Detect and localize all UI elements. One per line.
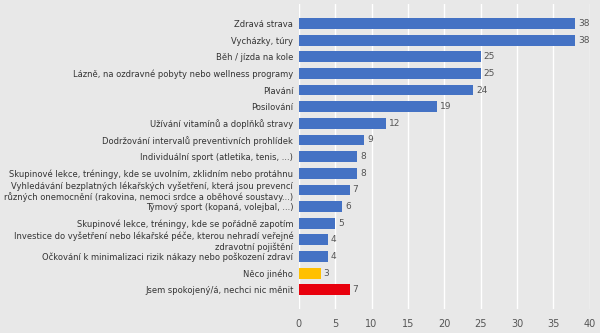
Text: 3: 3 [323,269,329,278]
Text: 38: 38 [578,36,590,45]
Bar [299,201,343,212]
Text: 4: 4 [331,235,337,244]
Bar [299,251,328,262]
Text: 25: 25 [484,52,495,61]
Bar [299,51,481,62]
Bar [299,135,364,146]
Bar [299,268,320,279]
Text: 12: 12 [389,119,400,128]
Text: 4: 4 [331,252,337,261]
Bar [299,18,575,29]
Text: 6: 6 [346,202,351,211]
Bar [299,168,357,179]
Bar [299,35,575,46]
Bar [299,101,437,112]
Text: 24: 24 [476,86,488,95]
Text: 8: 8 [360,169,365,178]
Text: 5: 5 [338,219,344,228]
Text: 7: 7 [353,285,358,294]
Bar [299,118,386,129]
Text: 25: 25 [484,69,495,78]
Bar [299,234,328,245]
Bar [299,284,350,295]
Bar [299,151,357,162]
Text: 9: 9 [367,136,373,145]
Text: 7: 7 [353,185,358,194]
Bar [299,218,335,229]
Bar [299,85,473,96]
Text: 19: 19 [440,102,451,111]
Text: 38: 38 [578,19,590,28]
Bar [299,184,350,195]
Bar [299,68,481,79]
Text: 8: 8 [360,152,365,161]
